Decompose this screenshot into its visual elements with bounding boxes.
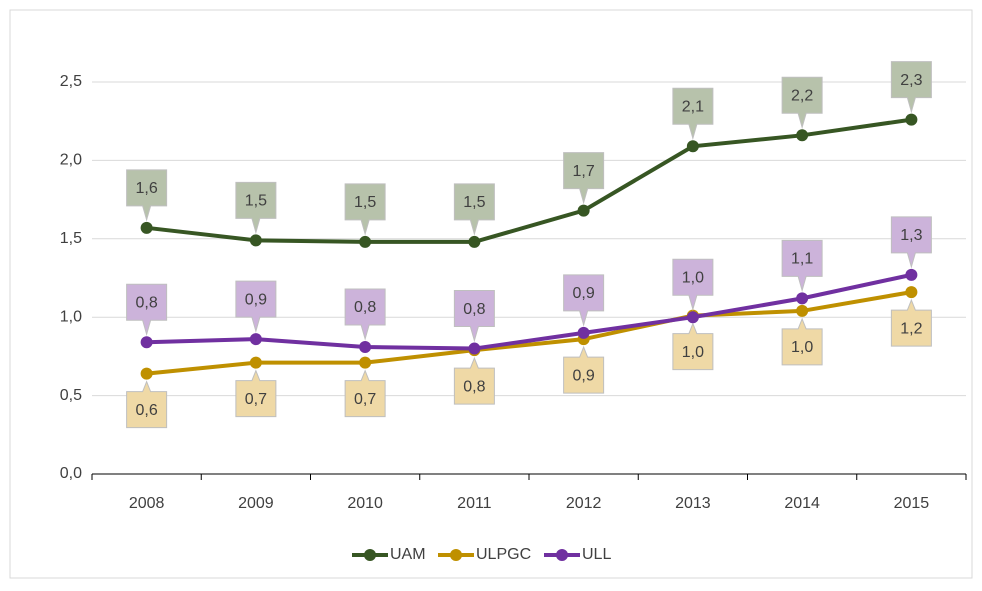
data-label: 1,5: [463, 194, 485, 211]
y-tick-label: 1,5: [60, 230, 82, 247]
data-label: 1,0: [791, 339, 813, 356]
point: [249, 234, 262, 247]
data-label: 2,3: [900, 72, 922, 89]
label-box: [563, 345, 605, 394]
legend-marker: [556, 549, 568, 561]
label-box: [344, 288, 386, 341]
point: [905, 286, 918, 299]
point: [686, 140, 699, 153]
point: [468, 342, 481, 355]
data-label: 1,0: [682, 344, 704, 361]
data-label: 1,7: [573, 163, 595, 180]
data-label: 0,9: [245, 291, 267, 308]
data-label: 1,2: [900, 320, 922, 337]
legend-marker: [364, 549, 376, 561]
point: [686, 311, 699, 324]
data-label: 1,5: [354, 194, 376, 211]
label-box: [672, 322, 714, 371]
data-label: 0,9: [573, 285, 595, 302]
label-box: [126, 283, 168, 337]
x-tick-label: 2014: [784, 495, 820, 512]
x-tick-label: 2010: [347, 495, 383, 512]
point: [140, 221, 153, 234]
label-box: [781, 239, 823, 293]
x-tick-label: 2008: [129, 495, 165, 512]
y-tick-label: 2,5: [60, 73, 82, 90]
y-tick-label: 1,0: [60, 308, 82, 325]
data-label: 1,1: [791, 251, 813, 268]
label-box: [563, 274, 605, 327]
data-label: 0,7: [354, 391, 376, 408]
legend-label: ULL: [582, 546, 611, 563]
point: [359, 356, 372, 369]
point: [468, 235, 481, 248]
series-line: [146, 117, 912, 244]
label-box: [453, 356, 495, 405]
point: [249, 356, 262, 369]
data-label: 1,3: [900, 227, 922, 244]
label-box: [563, 152, 605, 205]
label-box: [890, 298, 932, 347]
data-label: 0,7: [245, 391, 267, 408]
data-label: 0,9: [573, 367, 595, 384]
y-tick-label: 0,5: [60, 387, 82, 404]
legend-marker: [450, 549, 462, 561]
data-label: 0,8: [463, 378, 485, 395]
point: [796, 129, 809, 142]
label-box: [126, 380, 168, 429]
label-box: [344, 369, 386, 418]
data-label: 1,0: [682, 269, 704, 286]
label-box: [126, 169, 168, 222]
label-box: [672, 258, 714, 312]
data-label: 2,2: [791, 88, 813, 105]
data-label: 0,8: [463, 301, 485, 318]
label-box: [890, 216, 932, 269]
point: [140, 367, 153, 380]
data-label: 2,1: [682, 99, 704, 116]
data-label: 0,8: [136, 295, 158, 312]
label-box: [453, 183, 495, 236]
point: [796, 292, 809, 305]
legend-label: ULPGC: [476, 546, 531, 563]
point: [905, 268, 918, 281]
legend-label: UAM: [390, 546, 426, 563]
label-box: [672, 87, 714, 141]
series-line: [146, 290, 912, 376]
point: [577, 326, 590, 339]
data-label: 0,6: [136, 402, 158, 419]
label-box: [453, 290, 495, 343]
label-box: [890, 61, 932, 114]
label-box: [781, 76, 823, 130]
y-tick-label: 2,0: [60, 152, 82, 169]
point: [905, 113, 918, 126]
x-tick-label: 2015: [894, 495, 930, 512]
x-tick-label: 2012: [566, 495, 602, 512]
label-box: [235, 280, 277, 333]
x-tick-label: 2013: [675, 495, 711, 512]
data-label: 1,5: [245, 193, 267, 210]
label-box: [781, 317, 823, 366]
data-label: 1,6: [136, 180, 158, 197]
label-box: [344, 183, 386, 236]
series-line: [146, 272, 912, 351]
point: [359, 235, 372, 248]
x-tick-label: 2009: [238, 495, 274, 512]
point: [359, 340, 372, 353]
point: [796, 304, 809, 317]
point: [249, 333, 262, 346]
point: [577, 204, 590, 217]
x-tick-label: 2011: [457, 495, 492, 512]
point: [140, 336, 153, 349]
label-box: [235, 181, 277, 235]
y-tick-label: 0,0: [60, 465, 82, 482]
label-box: [235, 369, 277, 418]
data-label: 0,8: [354, 299, 376, 316]
